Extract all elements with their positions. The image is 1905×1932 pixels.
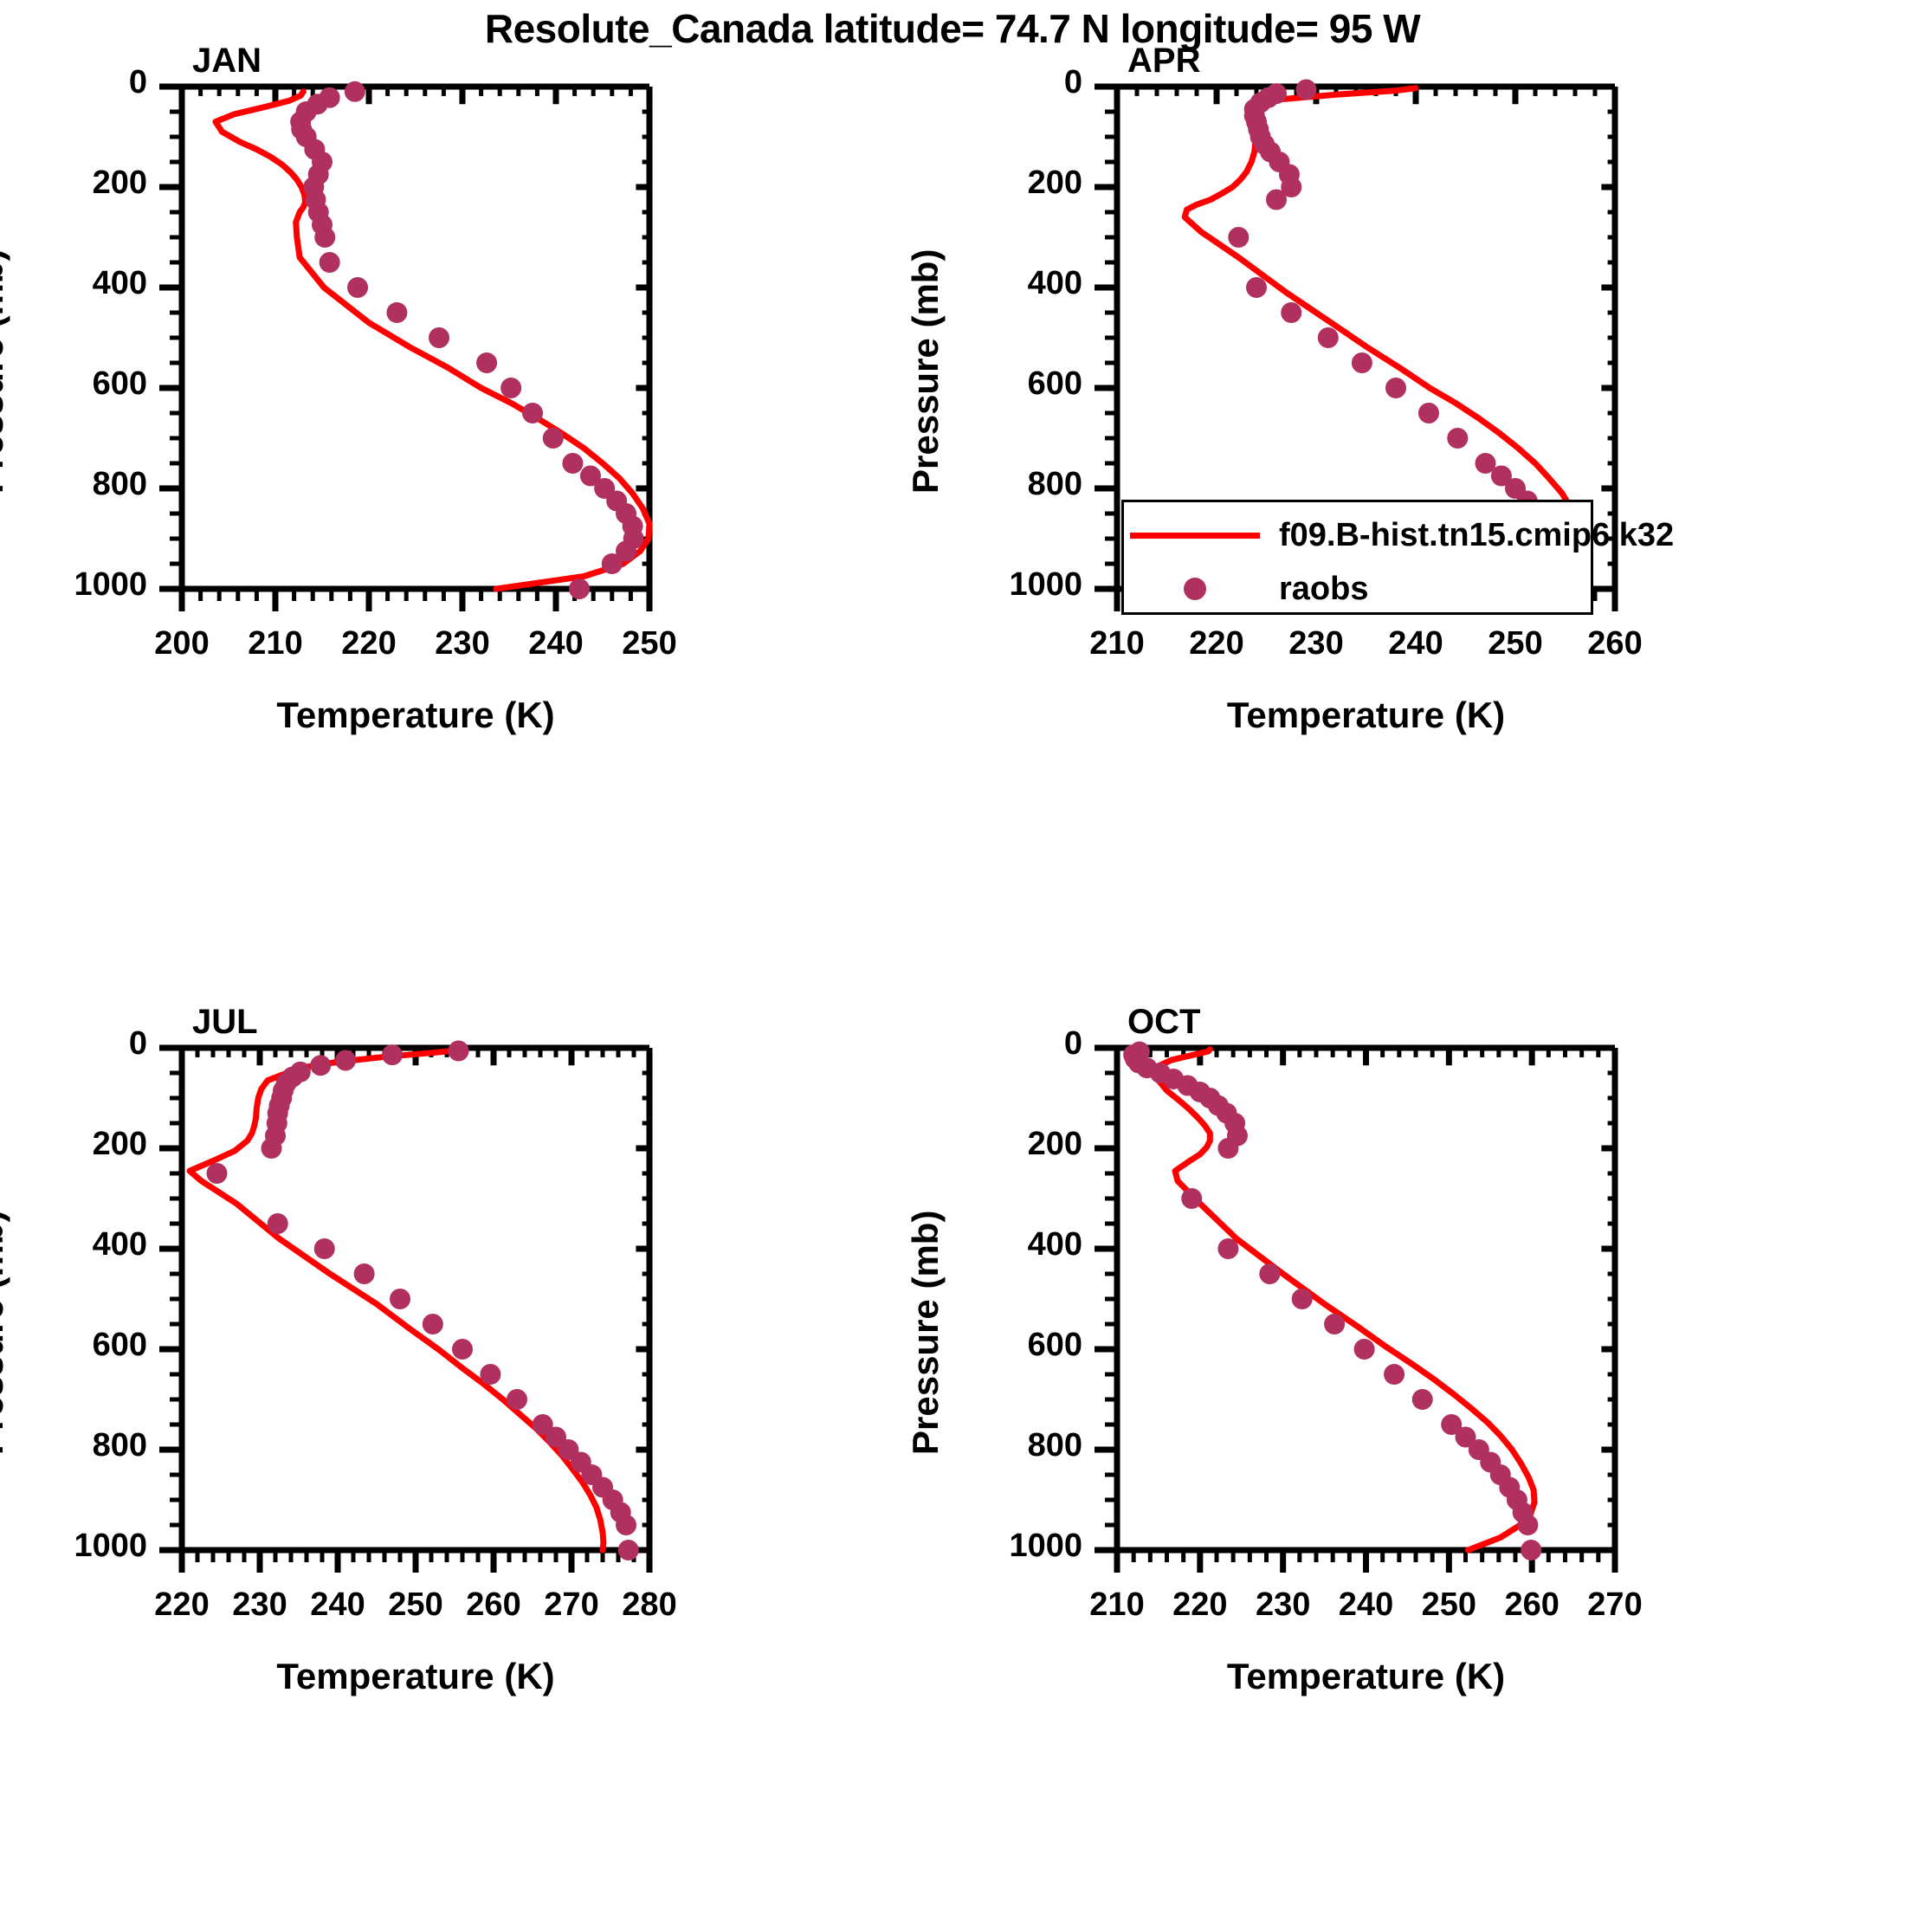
xtick-label: 240 (1388, 625, 1443, 662)
xtick-label: 260 (1587, 625, 1643, 662)
xtick-label: 280 (622, 1586, 677, 1623)
y-axis-label: Pressure (mb) (905, 1210, 946, 1455)
xtick-label: 210 (248, 625, 303, 662)
legend-dot-swatch (1130, 578, 1260, 601)
series-line-oct (1152, 1046, 1538, 1554)
plot-area-jan (159, 81, 653, 611)
panel-oct: OCT 0 200 400 600 800 1000 210 220 230 240 250 260 27… (905, 961, 1905, 1922)
xtick-label: 230 (232, 1586, 287, 1623)
legend-item-model: f09.B-hist.tn15.cmip6.k32 (1121, 517, 1674, 554)
xtick-label: 250 (1488, 625, 1543, 662)
xtick-label: 220 (154, 1586, 210, 1623)
series-markers-oct (1123, 1041, 1542, 1560)
marker-dot-icon (1184, 578, 1206, 601)
legend-label: raobs (1279, 570, 1369, 607)
ytick-label: 1000 (74, 566, 147, 603)
ytick-label: 200 (1027, 165, 1082, 201)
xtick-label: 220 (1172, 1586, 1228, 1623)
xtick-label: 240 (528, 625, 584, 662)
ytick-label: 600 (1027, 1327, 1082, 1363)
xtick-label: 230 (435, 625, 490, 662)
ytick-label: 800 (92, 466, 147, 502)
ytick-label: 600 (1027, 365, 1082, 402)
panel-title-jan: JAN (192, 42, 262, 80)
x-axis-label: Temperature (K) (276, 695, 555, 735)
panel-title-apr: APR (1127, 42, 1201, 80)
xtick-label: 250 (388, 1586, 443, 1623)
ytick-label: 0 (128, 1025, 147, 1062)
xtick-label: 220 (341, 625, 397, 662)
xtick-label: 270 (544, 1586, 599, 1623)
xtick-label: 210 (1089, 1586, 1145, 1623)
panel-jul: JUL 0 200 400 600 800 1000 220 230 240 250 260 270 28… (0, 961, 953, 1922)
panel-apr: APR 0 200 400 600 800 1000 210 220 230 240 250 260 Pr… (905, 0, 1905, 961)
ytick-label: 0 (1063, 64, 1082, 100)
xtick-label: 200 (154, 625, 210, 662)
series-markers-jan (290, 81, 644, 599)
ytick-label: 600 (92, 365, 147, 402)
xtick-label: 220 (1189, 625, 1244, 662)
xtick-label: 230 (1255, 1586, 1311, 1623)
ytick-label: 400 (92, 265, 147, 301)
ytick-label: 600 (92, 1327, 147, 1363)
panel-title-jul: JUL (192, 1003, 258, 1041)
xtick-label: 250 (622, 625, 677, 662)
y-axis-label: Pressure (mb) (0, 249, 10, 494)
legend-label: f09.B-hist.tn15.cmip6.k32 (1279, 516, 1675, 553)
series-line-jan (212, 88, 653, 592)
panel-title-oct: OCT (1127, 1003, 1201, 1041)
ytick-label: 200 (1027, 1126, 1082, 1162)
ytick-label: 1000 (1009, 566, 1082, 603)
xtick-label: 240 (310, 1586, 365, 1623)
ytick-label: 800 (1027, 1427, 1082, 1464)
ytick-label: 0 (1063, 1025, 1082, 1062)
ytick-label: 200 (92, 1126, 147, 1162)
xtick-label: 260 (1504, 1586, 1560, 1623)
legend-line-swatch (1130, 532, 1260, 539)
x-axis-label: Temperature (K) (1226, 695, 1506, 735)
ytick-label: 800 (1027, 466, 1082, 502)
plot-area-oct (1095, 1041, 1618, 1573)
panel-jan: JAN 0 200 400 600 800 1000 200 210 220 230 240 250 Pr… (0, 0, 953, 961)
x-axis-label: Temperature (K) (276, 1656, 555, 1696)
ytick-label: 200 (92, 165, 147, 201)
ytick-label: 1000 (1009, 1528, 1082, 1564)
ytick-label: 400 (92, 1226, 147, 1263)
series-markers-jul (206, 1040, 639, 1560)
plot-area-jul (159, 1040, 653, 1573)
legend-item-obs: raobs (1121, 571, 1368, 608)
ytick-label: 400 (1027, 265, 1082, 301)
xtick-label: 240 (1338, 1586, 1394, 1623)
x-axis-label: Temperature (K) (1226, 1656, 1506, 1696)
xtick-label: 230 (1288, 625, 1344, 662)
xtick-label: 270 (1587, 1586, 1643, 1623)
y-axis-label: Pressure (mb) (905, 249, 946, 494)
ytick-label: 0 (128, 64, 147, 100)
ytick-label: 800 (92, 1427, 147, 1464)
page-title: Resolute_Canada latitude= 74.7 N longitu… (484, 6, 1421, 51)
series-line-jul (186, 1045, 607, 1554)
ytick-label: 1000 (74, 1528, 147, 1564)
xtick-label: 250 (1421, 1586, 1477, 1623)
xtick-label: 210 (1089, 625, 1145, 662)
xtick-label: 260 (466, 1586, 521, 1623)
ytick-label: 400 (1027, 1226, 1082, 1263)
y-axis-label: Pressure (mb) (0, 1210, 10, 1455)
